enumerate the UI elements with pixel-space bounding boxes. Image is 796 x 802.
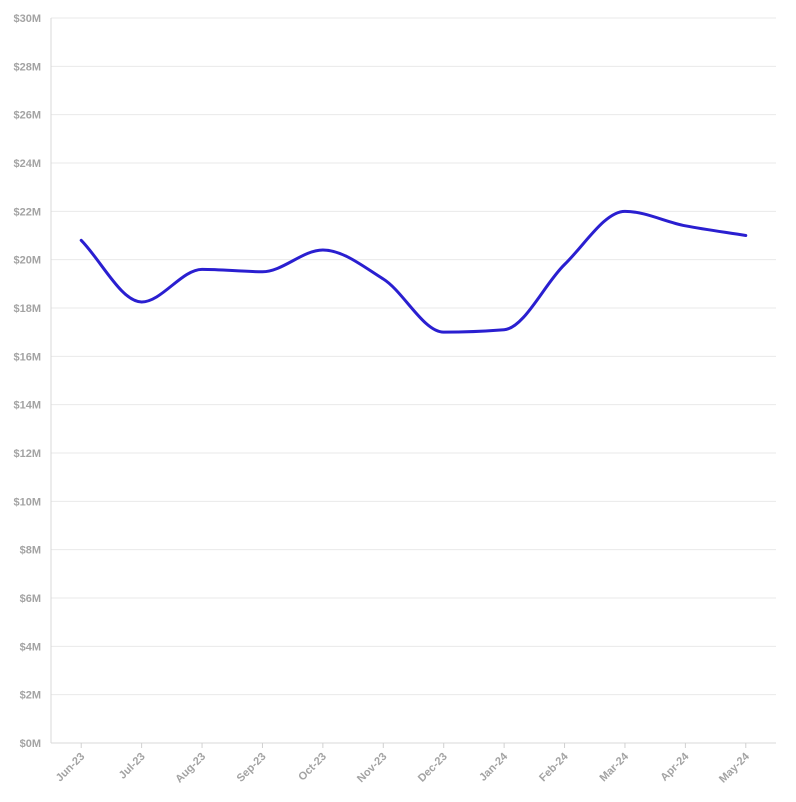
x-tick-label: Jun-23 xyxy=(54,751,88,785)
y-tick-label: $30M xyxy=(13,13,41,25)
y-tick-label: $26M xyxy=(13,110,41,122)
x-tick-label: Nov-23 xyxy=(355,751,389,785)
y-tick-label: $2M xyxy=(20,690,41,702)
y-tick-label: $6M xyxy=(20,593,41,605)
y-tick-label: $10M xyxy=(13,496,41,508)
x-tick-label: Dec-23 xyxy=(416,751,450,785)
x-tick-label: Apr-24 xyxy=(658,750,692,784)
x-tick-label: Feb-24 xyxy=(537,750,571,784)
y-tick-label: $14M xyxy=(13,400,41,412)
y-tick-label: $24M xyxy=(13,158,41,170)
x-tick-label: Jul-23 xyxy=(117,751,148,782)
y-tick-label: $28M xyxy=(13,61,41,73)
x-tick-label: May-24 xyxy=(717,750,752,785)
x-tick-label: Jan-24 xyxy=(477,750,511,784)
series-layer xyxy=(79,209,748,334)
y-tick-label: $22M xyxy=(13,206,41,218)
x-tick-label: Aug-23 xyxy=(173,751,208,786)
y-tick-label: $16M xyxy=(13,351,41,363)
x-tick-label: Sep-23 xyxy=(235,751,269,785)
x-axis: Jun-23 Jul-23 Aug-23 Sep-23 Oct-23 Nov-23 Dec-… xyxy=(50,18,776,786)
x-tick-label: Oct-23 xyxy=(296,751,329,784)
y-tick-label: $4M xyxy=(20,641,41,653)
y-tick-label: $20M xyxy=(13,255,41,267)
y-tick-label: $8M xyxy=(20,545,41,557)
y-tick-label: $0M xyxy=(20,738,41,750)
y-axis-tick-labels: $0M $2M $4M $6M $8M $10M $12M $14M $16M $18M $20M $… xyxy=(13,13,41,750)
grid-lines xyxy=(51,17,776,696)
y-tick-label: $12M xyxy=(13,448,41,460)
x-tick-label: Mar-24 xyxy=(598,750,632,784)
series-line xyxy=(79,209,748,334)
y-tick-label: $18M xyxy=(13,303,41,315)
